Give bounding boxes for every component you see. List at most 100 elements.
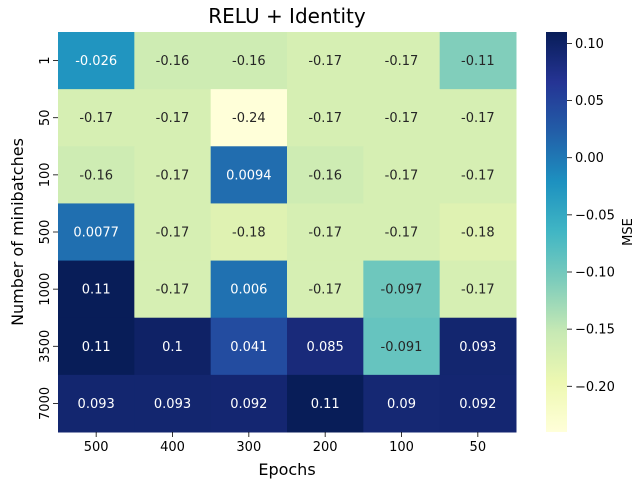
colorbar (546, 32, 567, 432)
x-tick-label: 100 (389, 440, 414, 455)
heatmap-cell (134, 260, 212, 319)
cell-value-label: 0.0094 (226, 168, 272, 183)
heatmap-cell (210, 317, 288, 376)
y-tick-label: 100 (38, 162, 53, 187)
heatmap-cell (210, 374, 288, 433)
cell-value-label: -0.17 (308, 226, 342, 241)
chart-title: RELU + Identity (208, 4, 366, 28)
heatmap-cell (210, 146, 288, 204)
cell-value-label: -0.17 (156, 168, 190, 183)
colorbar-ticks: 0.10 0.05 0.00 −0.05 −0.10 −0.15 −0.20 (567, 37, 615, 395)
cell-value-label: -0.17 (156, 283, 190, 298)
cell-value-label: -0.18 (232, 226, 266, 241)
heatmap-cell (287, 89, 364, 147)
colorbar-tick-label: −0.20 (575, 380, 615, 395)
cell-value-label: -0.18 (461, 226, 495, 241)
cell-value-label: -0.17 (308, 283, 342, 298)
cell-value-label: 0.041 (230, 340, 267, 355)
colorbar-tick-label: 0.10 (575, 37, 604, 52)
heatmap-cell (58, 146, 135, 204)
y-tick-label: 3500 (38, 330, 53, 363)
heatmap-cell (134, 374, 212, 433)
y-tick-label: 1000 (38, 273, 53, 306)
cell-value-label: -0.17 (385, 54, 419, 69)
heatmap-cell (439, 32, 517, 90)
cell-value-label: 0.11 (82, 340, 111, 355)
heatmap-cell (363, 89, 441, 147)
heatmap-cell (134, 146, 212, 204)
cell-value-label: -0.17 (461, 111, 495, 126)
cell-value-label: -0.17 (156, 111, 190, 126)
cell-value-label: 0.1 (162, 340, 183, 355)
heatmap-cell (134, 203, 212, 262)
heatmap-cell (58, 32, 135, 90)
cell-value-label: 0.085 (307, 340, 344, 355)
heatmap-cell (363, 260, 441, 319)
heatmap-cell (439, 89, 517, 147)
heatmap-cell (58, 317, 135, 376)
x-tick-label: 300 (236, 440, 261, 455)
heatmap-cell (58, 374, 135, 433)
cell-value-label: -0.17 (461, 283, 495, 298)
cell-value-label: -0.16 (308, 168, 342, 183)
cell-value-label: -0.17 (156, 226, 190, 241)
heatmap-cell (210, 260, 288, 319)
cell-value-label: -0.11 (461, 54, 495, 69)
cell-value-label: -0.17 (385, 168, 419, 183)
heatmap-cell (58, 89, 135, 147)
cell-value-label: 0.093 (459, 340, 496, 355)
heatmap-cell (363, 32, 441, 90)
cell-value-label: 0.092 (459, 397, 496, 412)
cell-value-label: -0.16 (79, 168, 113, 183)
cell-value-label: -0.16 (156, 54, 190, 69)
cell-value-label: -0.16 (232, 54, 266, 69)
colorbar-tick-label: −0.15 (575, 323, 615, 338)
heatmap-cell (287, 203, 364, 262)
cell-value-label: 0.092 (230, 397, 267, 412)
heatmap-cell (287, 32, 364, 90)
heatmap-cell (439, 203, 517, 262)
colorbar-tick-label: 0.00 (575, 151, 604, 166)
colorbar-tick-label: −0.05 (575, 208, 615, 223)
heatmap-cell (439, 374, 517, 433)
heatmap-cell (134, 317, 212, 376)
cell-value-label: -0.17 (385, 226, 419, 241)
y-axis-ticks: 1 50 100 500 1000 3500 7000 (38, 56, 58, 420)
x-tick-label: 500 (84, 440, 109, 455)
cell-value-label: -0.091 (381, 340, 423, 355)
heatmap-cell (58, 260, 135, 319)
heatmap-cell (363, 374, 441, 433)
cell-value-label: -0.17 (308, 111, 342, 126)
colorbar-gradient (546, 32, 567, 432)
x-tick-label: 50 (470, 440, 487, 455)
colorbar-tick-label: 0.05 (575, 94, 604, 109)
x-tick-label: 200 (313, 440, 338, 455)
heatmap-cell (363, 203, 441, 262)
heatmap-cell (210, 89, 288, 147)
heatmap-cells: -0.026 -0.16 -0.16 -0.17 -0.17 -0.11 -0.17 -0.1… (58, 32, 517, 433)
cell-value-label: 0.09 (387, 397, 416, 412)
colorbar-label: MSE (621, 218, 636, 246)
cell-value-label: -0.24 (232, 111, 266, 126)
heatmap-cell (439, 146, 517, 204)
cell-value-label: -0.17 (461, 168, 495, 183)
cell-value-label: -0.097 (381, 283, 423, 298)
heatmap-cell (287, 146, 364, 204)
colorbar-tick-label: −0.10 (575, 266, 615, 281)
heatmap-cell (287, 317, 364, 376)
heatmap-cell (134, 89, 212, 147)
x-tick-label: 400 (160, 440, 185, 455)
cell-value-label: -0.026 (75, 54, 117, 69)
cell-value-label: -0.17 (308, 54, 342, 69)
cell-value-label: 0.093 (154, 397, 191, 412)
x-axis-label: Epochs (258, 460, 315, 479)
y-tick-label: 50 (38, 109, 53, 126)
x-axis-ticks: 500 400 300 200 100 50 (84, 432, 486, 455)
cell-value-label: 0.11 (311, 397, 340, 412)
cell-value-label: 0.093 (78, 397, 115, 412)
cell-value-label: 0.006 (230, 283, 267, 298)
heatmap-cell (210, 203, 288, 262)
heatmap-cell (363, 317, 441, 376)
cell-value-label: -0.17 (385, 111, 419, 126)
